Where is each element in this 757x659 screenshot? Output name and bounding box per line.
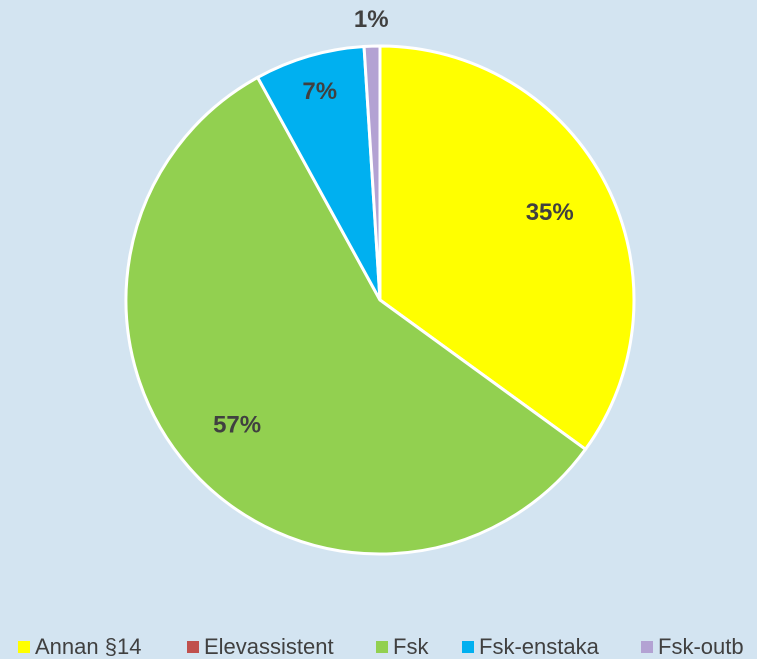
legend-swatch	[641, 641, 653, 653]
pie-slice	[255, 44, 382, 301]
data-label: 7%	[302, 78, 337, 105]
pie-slice	[378, 44, 636, 452]
legend-swatch	[376, 641, 388, 653]
legend-swatch	[187, 641, 199, 653]
legend-swatch	[462, 641, 474, 653]
data-label: 57%	[213, 411, 261, 438]
legend-label: Fsk-outb	[658, 634, 744, 659]
legend-label: Elevassistent	[204, 634, 334, 659]
legend-label: Annan §14	[35, 634, 141, 659]
data-label: 1%	[354, 6, 389, 33]
data-label: 35%	[526, 199, 574, 226]
legend-swatch	[18, 641, 30, 653]
pie-slice	[124, 75, 588, 556]
legend-label: Fsk-enstaka	[479, 634, 600, 659]
legend-label: Fsk	[393, 634, 429, 659]
pie-slice	[362, 44, 382, 301]
